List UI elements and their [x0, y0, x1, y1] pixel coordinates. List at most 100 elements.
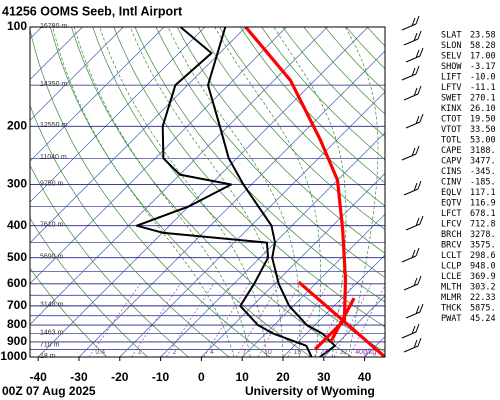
- dry-adiabat: [197, 27, 385, 231]
- index-name: KINX: [441, 104, 462, 114]
- mixing-ratio-label: 40g/kg: [355, 349, 376, 356]
- isotherm: [119, 91, 385, 357]
- x-tick-label: 10: [236, 370, 250, 384]
- height-label: 1463 m: [40, 330, 64, 337]
- index-value: 17.00: [470, 52, 496, 62]
- index-name: VTOT: [441, 125, 461, 135]
- index-value: -3.17: [470, 62, 496, 72]
- index-name: SHOW: [441, 62, 462, 72]
- index-name: PWAT: [441, 314, 461, 324]
- y-tick-label: 900: [7, 334, 27, 348]
- moist-adiabat: [129, 27, 284, 357]
- mixing-ratio-label: 7: [242, 349, 246, 356]
- wind-barb: [401, 65, 420, 81]
- dry-adiabat: [30, 267, 108, 357]
- moist-adiabat: [167, 27, 301, 357]
- isotherm: [78, 50, 385, 357]
- index-name: CINV: [441, 178, 461, 188]
- soundings: [135, 27, 385, 357]
- isotherm: [323, 295, 385, 357]
- dry-adiabat: [240, 27, 385, 184]
- index-name: THCK: [441, 304, 462, 314]
- wind-barb: [405, 47, 424, 63]
- mixing-ratio-label: 32: [340, 349, 348, 356]
- height-label: 16780 m: [40, 23, 67, 30]
- wind-barb: [403, 275, 422, 291]
- wind-barb: [403, 30, 422, 46]
- dry-adiabat: [113, 27, 385, 328]
- x-tick-label: -20: [111, 370, 129, 384]
- mixing-ratio-label: 24: [320, 349, 328, 356]
- mixing-ratio-label: 0.4: [95, 349, 105, 356]
- index-value: 5875.: [470, 304, 496, 314]
- wind-barb: [403, 337, 422, 353]
- isotherm: [30, 27, 206, 203]
- mixing-ratio-line: [235, 283, 280, 357]
- index-name: CINS: [441, 167, 461, 177]
- height-label: 5690 m: [40, 254, 64, 261]
- index-value: 116.9: [470, 199, 496, 209]
- index-name: LFCT: [441, 209, 461, 219]
- x-tick-label: 30: [317, 370, 331, 384]
- index-name: CAPV: [441, 157, 461, 167]
- index-value: 3477.: [470, 157, 496, 167]
- footer-center: University of Wyoming: [245, 384, 375, 398]
- y-tick-label: 100: [7, 19, 27, 33]
- index-value: 45.24: [470, 314, 496, 324]
- index-name: EQLV: [441, 188, 461, 198]
- mixing-ratio-line: [203, 283, 250, 357]
- index-value: 948.0: [470, 262, 496, 272]
- wind-barb: [401, 247, 420, 263]
- index-value: 3575.: [470, 241, 496, 251]
- isotherm: [30, 27, 246, 244]
- index-name: BRCH: [441, 230, 461, 240]
- y-tick-label: 400: [7, 218, 27, 232]
- mixing-ratio-line: [131, 283, 181, 357]
- mixing-ratio-label: 2: [173, 349, 177, 356]
- height-label: 11040 m: [40, 154, 67, 161]
- footer-left: 00Z 07 Aug 2025: [2, 384, 96, 398]
- dry-adiabat: [30, 164, 189, 357]
- wind-barb: [405, 303, 424, 319]
- index-name: MLTH: [441, 283, 461, 293]
- dry-adiabat: [176, 27, 385, 254]
- height-label: 18 m: [40, 353, 56, 360]
- dry-adiabat: [155, 27, 385, 278]
- mixing-ratio-label: 10: [264, 349, 272, 356]
- isotherm: [30, 27, 165, 162]
- wind-barb: [401, 145, 420, 161]
- mixing-ratio-label: 16: [294, 349, 302, 356]
- index-name: SWET: [441, 94, 461, 104]
- sounding-line: [135, 27, 313, 357]
- index-name: SLAT: [441, 31, 461, 41]
- index-value: 117.1: [470, 188, 496, 198]
- index-name: TOTL: [441, 136, 461, 146]
- index-value: -345.: [470, 167, 496, 177]
- index-value: 33.50: [470, 125, 496, 135]
- dry-adiabat: [134, 27, 385, 303]
- index-value: -10.0: [470, 73, 496, 83]
- wind-barb: [401, 15, 420, 31]
- index-name: SLON: [441, 41, 461, 51]
- mixing-ratio-line: [88, 283, 141, 357]
- index-name: BRCV: [441, 241, 461, 251]
- wind-barb: [405, 215, 424, 231]
- y-tick-label: 600: [7, 276, 27, 290]
- moist-adiabat: [344, 27, 379, 357]
- index-value: 19.50: [470, 115, 496, 125]
- y-tick-label: 700: [7, 298, 27, 312]
- height-label: 3148 m: [40, 302, 64, 309]
- wind-barb: [401, 323, 420, 339]
- isotherm: [37, 27, 369, 357]
- x-tick-label: -30: [70, 370, 88, 384]
- index-name: LCLT: [441, 251, 461, 261]
- moist-adiabat: [52, 27, 235, 357]
- index-value: 270.1: [470, 94, 496, 104]
- height-label: 12550 m: [40, 122, 67, 129]
- title: 41256 OOMS Seeb, Intl Airport: [2, 4, 183, 18]
- index-name: CTOT: [441, 115, 461, 125]
- mixing-ratio-line: [287, 283, 329, 357]
- index-value: 678.1: [470, 209, 496, 219]
- index-value: 26.10: [470, 104, 496, 114]
